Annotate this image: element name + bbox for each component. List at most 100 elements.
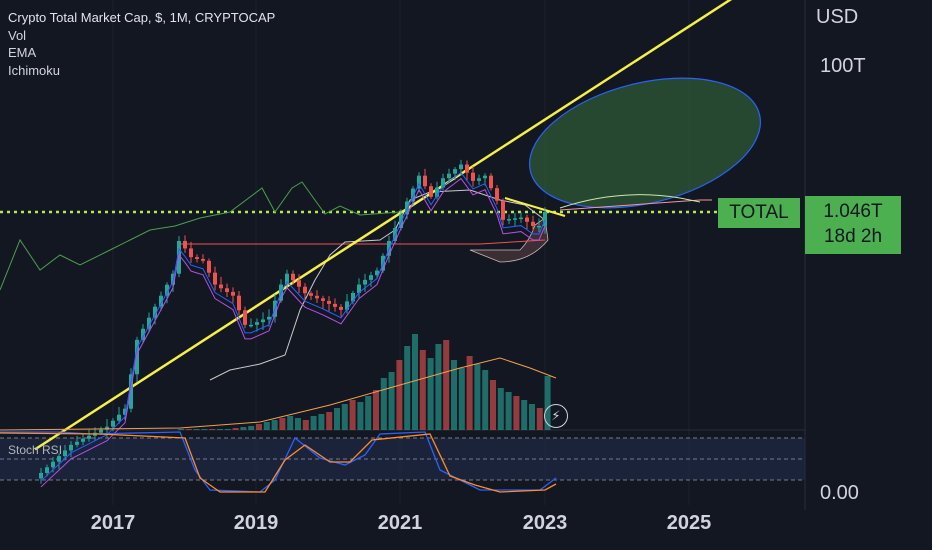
volume-bar xyxy=(505,392,512,430)
candle-body xyxy=(99,429,103,433)
candle-body xyxy=(183,240,187,249)
volume-bar xyxy=(536,408,543,430)
volume-bar xyxy=(217,429,223,430)
volume-bar xyxy=(419,350,426,430)
volume-bar xyxy=(201,429,208,430)
candle-body xyxy=(153,306,157,318)
candle-body xyxy=(369,275,373,280)
volume-bar xyxy=(232,428,239,430)
volume-bar xyxy=(529,404,535,430)
volume-bar xyxy=(373,390,379,430)
candle-body xyxy=(531,221,535,226)
symbol-tag: TOTAL xyxy=(718,198,800,228)
candle-body xyxy=(63,450,67,457)
legend-indicator-vol[interactable]: Vol xyxy=(8,27,27,43)
ichimoku-conversion-line xyxy=(209,189,546,381)
candle-body xyxy=(165,284,169,296)
volume-bar xyxy=(521,400,528,430)
volume-bar xyxy=(193,429,200,430)
candle-body xyxy=(447,173,451,179)
time-tick-2021: 2021 xyxy=(377,512,423,534)
candle-body xyxy=(249,324,253,327)
volume-bar xyxy=(466,356,473,430)
candle-body xyxy=(435,187,439,197)
candle-body xyxy=(477,178,481,181)
volume-bar xyxy=(365,396,372,430)
currency-label[interactable]: USD xyxy=(816,6,859,28)
candle-body xyxy=(495,188,499,201)
candle-body xyxy=(333,303,337,307)
volume-bar xyxy=(412,334,418,430)
volume-bar xyxy=(474,364,481,430)
volume-bar xyxy=(248,426,255,430)
candle-body xyxy=(537,225,541,228)
volume-bar xyxy=(427,358,434,430)
volume-bar xyxy=(513,396,520,430)
candle-body xyxy=(201,258,205,261)
candle-body xyxy=(123,408,127,415)
candle-body xyxy=(159,295,163,307)
candle-body xyxy=(111,420,115,427)
volume-bar xyxy=(435,344,442,430)
volume-bar xyxy=(178,429,184,430)
candle-body xyxy=(441,178,445,188)
volume-bar xyxy=(451,360,457,430)
volume-bar xyxy=(396,360,403,430)
volume-bar xyxy=(544,376,551,430)
bar-countdown: 18d 2h xyxy=(823,226,883,247)
candle-body xyxy=(525,217,529,222)
candle-body xyxy=(87,435,91,439)
candle-body xyxy=(135,339,139,375)
volume-ma-line xyxy=(0,357,557,431)
volume-bar xyxy=(357,402,364,430)
candle-body xyxy=(471,172,475,181)
volume-bar xyxy=(256,424,262,430)
candle-body xyxy=(363,279,367,285)
volume-bar xyxy=(279,418,286,430)
candle-body xyxy=(147,317,151,329)
candle-body xyxy=(423,175,427,187)
legend-indicator-ema[interactable]: EMA xyxy=(8,45,37,60)
candle-body xyxy=(459,164,463,170)
volume-bar xyxy=(380,378,387,430)
volume-bar xyxy=(490,380,496,430)
volume-bar xyxy=(209,429,216,430)
candle-body xyxy=(519,217,523,220)
candle-body xyxy=(75,441,79,445)
lightning-icon[interactable]: ⚡ xyxy=(544,404,568,428)
candle-body xyxy=(141,328,145,340)
candle-body xyxy=(189,248,193,258)
candle-body xyxy=(513,218,517,220)
candle-body xyxy=(51,461,55,468)
candle-body xyxy=(231,291,235,296)
stoch-rsi-label[interactable]: Stoch RSI xyxy=(8,443,63,457)
rsi-tick-zero: 0.00 xyxy=(820,482,859,504)
candle-body xyxy=(297,280,301,287)
volume-bar xyxy=(497,388,504,430)
candle-body xyxy=(219,284,223,289)
candle-body xyxy=(393,227,397,241)
ichimoku-base-line xyxy=(180,239,546,245)
candle-body xyxy=(357,284,361,293)
volume-bar xyxy=(443,340,450,430)
chart-title[interactable]: Crypto Total Market Cap, $, 1M, CRYPTOCA… xyxy=(8,10,276,25)
forecast-ellipse xyxy=(528,77,762,209)
candle-body xyxy=(453,169,457,174)
candle-body xyxy=(291,273,295,281)
ichimoku-span-a xyxy=(559,194,701,209)
time-tick-2017: 2017 xyxy=(90,512,136,534)
volume-bar xyxy=(310,416,317,430)
volume-bar xyxy=(349,400,356,430)
candle-body xyxy=(81,438,85,442)
candle-body xyxy=(237,295,241,311)
candle-body xyxy=(339,306,343,310)
candle-body xyxy=(315,295,319,299)
candle-body xyxy=(345,301,349,310)
trendline xyxy=(34,0,733,451)
candle-body xyxy=(489,175,493,189)
candle-body xyxy=(303,286,307,294)
volume-bar xyxy=(341,404,348,430)
price-tick-100t: 100T xyxy=(820,55,866,77)
legend-indicator-ichimoku[interactable]: Ichimoku xyxy=(8,62,61,78)
